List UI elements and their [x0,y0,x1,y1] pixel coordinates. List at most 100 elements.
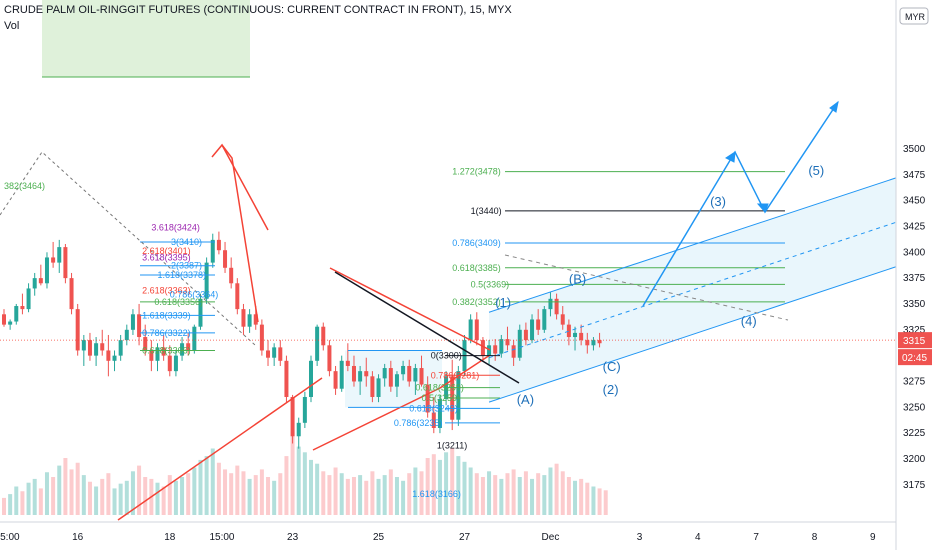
volume-bar [566,477,571,515]
volume-bar [530,478,535,515]
volume-bar [259,469,264,515]
volume-bar [456,456,461,515]
volume-bar [597,488,602,515]
volume-bar [382,475,387,515]
volume-bar [321,471,326,515]
volume-bar [284,456,289,515]
volume-bar [419,471,424,515]
symbol-title: CRUDE PALM OIL-RINGGIT FUTURES (CONTINUO… [4,4,512,16]
volume-bar [229,473,234,515]
candle-body [44,257,49,284]
fib-label: 1.272(3478) [452,167,501,177]
countdown-label: 02:45 [902,353,927,364]
volume-bar [204,456,209,515]
candle-body [57,247,62,263]
fib-label: 0.786(3281) [431,370,480,380]
time-tick-label: 9 [870,532,876,543]
volume-bar [407,473,412,515]
time-tick-label: 25 [373,532,385,543]
time-tick-label: Dec [542,532,560,543]
projection-path [642,101,839,307]
price-tick-label: 3250 [903,402,926,413]
candle-body [106,350,111,361]
candle-body [309,360,313,397]
volume-bar [26,482,31,515]
trend-line [329,267,491,351]
candle-body [487,345,492,356]
fib-label: 1.618(3339) [142,310,191,320]
wave-label: (A) [517,392,534,407]
candle-body [210,239,215,263]
candle-body [63,247,68,279]
volume-indicator-label[interactable]: Vol [4,20,20,32]
volume-bar [487,471,492,515]
volume-bar [63,458,68,515]
fib-label: 1(3440) [471,206,502,216]
candle-body [419,368,424,385]
candle-body [468,319,473,341]
candle-body [284,360,289,397]
volume-bar [573,480,578,515]
wave-label: (4) [741,314,757,329]
volume-bar [87,481,92,515]
fib-label: 0.382(3352) [452,297,501,307]
volume-bar [167,475,172,515]
wave-label: (2) [603,382,619,397]
candle-body [425,384,430,413]
candle-body [69,278,74,310]
volume-bar [223,469,228,515]
drawing-fill-layer [42,0,896,408]
volume-bar [51,477,56,515]
fib-label: 0.618(3385) [452,263,501,273]
wave-label: (1) [495,295,511,310]
fib-label: 2.618(3401) [142,246,191,256]
volume-bar [474,473,479,515]
fib-label: 0.786(3322) [142,328,191,338]
arrow-head [725,150,736,163]
candle-body [192,326,197,351]
fib-label: 0.5(3369) [471,279,510,289]
volume-bar [186,473,191,515]
candle-body [585,340,590,346]
candle-body [431,412,436,428]
volume-bar [315,463,320,515]
candle-body [198,298,203,327]
price-tick-label: 3450 [903,196,926,207]
candle-body [413,368,418,382]
channel-upper-line [488,177,897,313]
candle-body [597,340,602,344]
volume-bar [143,477,148,515]
candle-body [358,371,363,382]
candle-body [302,396,307,423]
volume-bar [266,477,271,515]
price-tick-label: 3425 [903,221,926,232]
candle-body [456,371,461,420]
candle-body [351,365,356,382]
volume-bar [499,478,504,515]
candle-body [130,314,135,330]
volume-bar [290,431,295,515]
volume-bar [493,475,498,515]
candle-body [51,257,56,263]
fib-label: 2(3387) [171,261,202,271]
price-tick-label: 3350 [903,299,926,310]
drawing-line-layer [0,0,897,550]
volume-bar [370,471,375,515]
volume-bar [388,469,393,515]
time-axis: 15:00 16 18 15:00 23 25 27 Dec 3 4 7 8 9 [0,532,876,543]
price-tick-label: 3175 [903,480,926,491]
volume-bar [192,467,197,515]
volume-bar [57,465,62,515]
rising-channel-fill [489,177,896,403]
candle-body [259,324,264,351]
volume-bar [444,452,449,515]
volume-bar [32,478,37,515]
candle-body [2,314,6,325]
candle-body [345,360,350,366]
fib-label: 0.618(3249) [409,403,458,413]
candle-body [124,329,129,341]
candle-body [204,262,209,299]
time-tick-label: 8 [812,532,818,543]
